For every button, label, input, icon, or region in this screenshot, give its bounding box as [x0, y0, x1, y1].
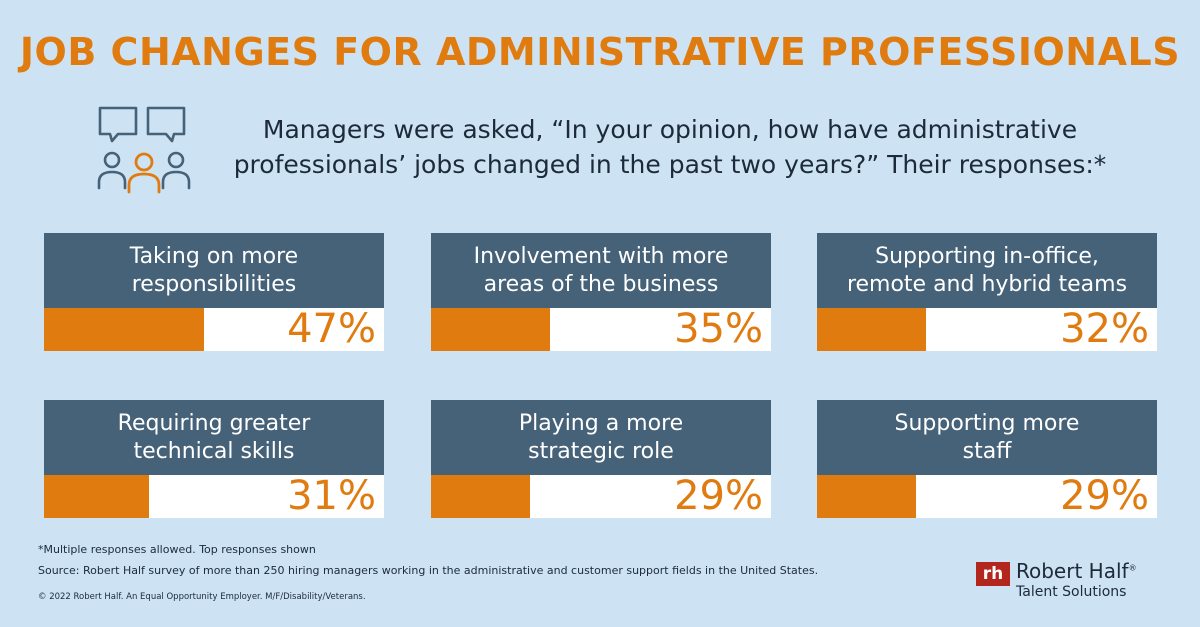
response-bar — [431, 308, 550, 351]
logo-subtitle: Talent Solutions — [1016, 584, 1127, 600]
response-card: Supporting in-office, remote and hybrid t… — [817, 233, 1157, 351]
response-label-text: Playing a more strategic role — [519, 410, 683, 466]
response-label: Supporting more staff — [817, 400, 1157, 475]
response-bar — [817, 475, 916, 518]
response-label: Taking on more responsibilities — [44, 233, 384, 308]
response-label-text: Involvement with more areas of the busine… — [474, 243, 729, 299]
response-label: Playing a more strategic role — [431, 400, 771, 475]
response-value-label: 32% — [1060, 306, 1149, 352]
response-label-text: Requiring greater technical skills — [118, 410, 311, 466]
question-line-2: professionals’ jobs changed in the past … — [233, 150, 1107, 179]
response-bar-track: 29% — [431, 475, 771, 518]
response-value-label: 35% — [674, 306, 763, 352]
response-bar-track: 31% — [44, 475, 384, 518]
logo-name: Robert Half® — [1016, 559, 1137, 583]
people-discussion-icon — [97, 106, 191, 194]
response-card: Playing a more strategic role 29% — [431, 400, 771, 518]
response-value-label: 31% — [287, 473, 376, 519]
response-label: Involvement with more areas of the busine… — [431, 233, 771, 308]
response-card: Involvement with more areas of the busine… — [431, 233, 771, 351]
robert-half-logo: rh Robert Half® Talent Solutions — [976, 559, 1166, 603]
response-bar-track: 29% — [817, 475, 1157, 518]
response-label-line: technical skills — [133, 438, 295, 464]
response-label-line: Supporting in-office, — [875, 243, 1099, 269]
response-label-line: strategic role — [528, 438, 674, 464]
page-title: JOB CHANGES FOR ADMINISTRATIVE PROFESSIO… — [19, 30, 1181, 74]
response-bar — [431, 475, 530, 518]
logo-trademark: ® — [1128, 563, 1137, 573]
response-bar-track: 35% — [431, 308, 771, 351]
response-card: Requiring greater technical skills 31% — [44, 400, 384, 518]
response-bar-track: 47% — [44, 308, 384, 351]
response-label-line: Playing a more — [518, 410, 684, 436]
response-label-text: Supporting in-office, remote and hybrid t… — [847, 243, 1127, 299]
logo-name-text: Robert Half — [1016, 559, 1129, 583]
response-label: Supporting in-office, remote and hybrid t… — [817, 233, 1157, 308]
footnote-source: Source: Robert Half survey of more than … — [38, 564, 819, 577]
response-bar — [44, 308, 204, 351]
response-card: Taking on more responsibilities 47% — [44, 233, 384, 351]
survey-question: Managers were asked, “In your opinion, h… — [205, 112, 1135, 182]
response-label-line: Involvement with more — [473, 243, 729, 269]
response-value-label: 29% — [1060, 473, 1149, 519]
response-card: Supporting more staff 29% — [817, 400, 1157, 518]
response-bar — [44, 475, 150, 518]
question-line-1: Managers were asked, “In your opinion, h… — [262, 115, 1078, 144]
response-bar — [817, 308, 926, 351]
response-label-text: Supporting more staff — [895, 410, 1080, 466]
footnote-copyright: © 2022 Robert Half. An Equal Opportunity… — [38, 592, 366, 602]
response-label-text: Taking on more responsibilities — [130, 243, 298, 299]
response-label-line: responsibilities — [131, 271, 297, 297]
response-bar-track: 32% — [817, 308, 1157, 351]
response-label-line: Taking on more — [129, 243, 299, 269]
footnote-note: *Multiple responses allowed. Top respons… — [38, 543, 316, 556]
response-value-label: 47% — [287, 306, 376, 352]
logo-mark: rh — [976, 562, 1010, 586]
response-label-line: Supporting more — [894, 410, 1080, 436]
response-label-line: areas of the business — [483, 271, 719, 297]
response-value-label: 29% — [674, 473, 763, 519]
response-label-line: staff — [962, 438, 1012, 464]
response-label-line: Requiring greater — [117, 410, 311, 436]
response-label-line: remote and hybrid teams — [846, 271, 1128, 297]
response-label: Requiring greater technical skills — [44, 400, 384, 475]
